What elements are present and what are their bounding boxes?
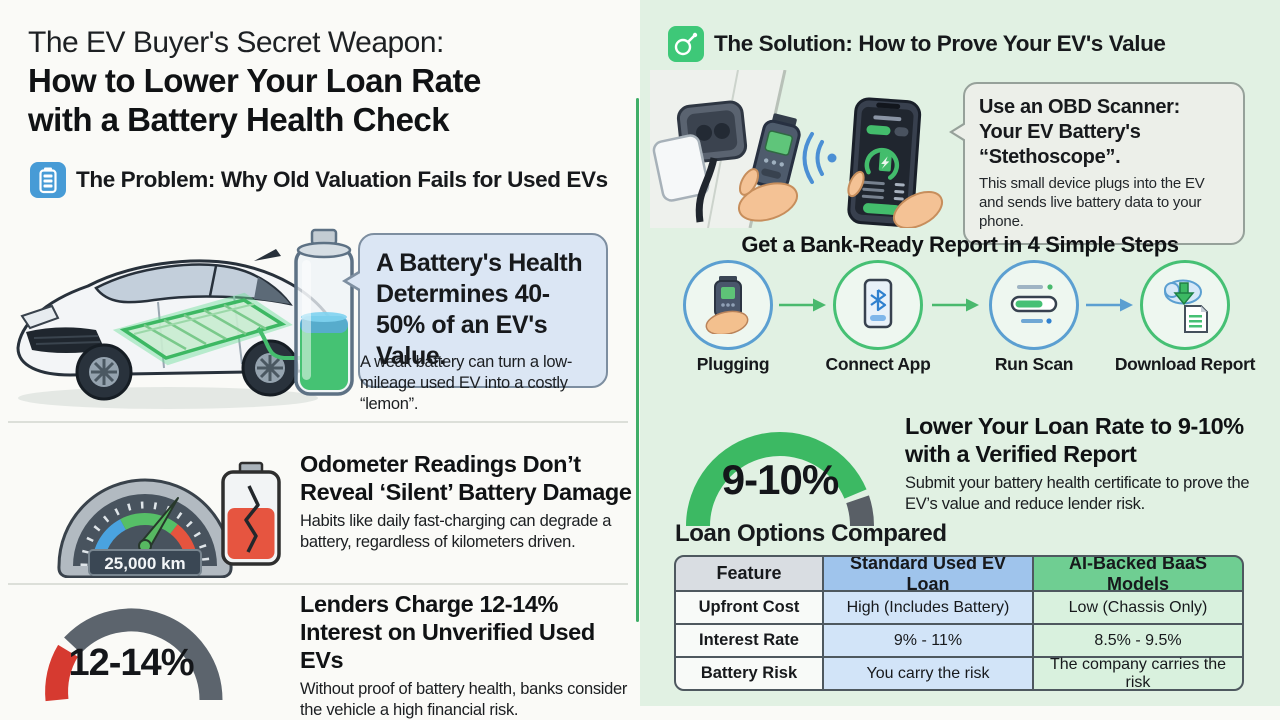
steps-heading: Get a Bank-Ready Report in 4 Simple Step… [741, 232, 1179, 257]
left-panel-problem: The EV Buyer's Secret Weapon: How to Low… [8, 24, 640, 720]
odometer-gauge: 25,000 km [57, 478, 233, 578]
download-report-icon [1164, 279, 1208, 333]
section-divider [8, 421, 628, 423]
table-cell: High (Includes Battery) [824, 592, 1032, 623]
obd-plug-icon [705, 276, 749, 334]
loan-body: Submit your battery health certificate t… [905, 474, 1250, 513]
arrow-right-icon [1086, 298, 1133, 312]
title-line-3: with a Battery Health Check [28, 101, 450, 138]
table-cell: You carry the risk [824, 658, 1032, 689]
problem-heading: The Problem: Why Old Valuation Fails for… [76, 167, 608, 192]
table-cell: Interest Rate [676, 625, 822, 656]
lemon-note: A weak battery can turn a low-mileage us… [360, 353, 573, 413]
step-label-connect-app: Connect App [825, 354, 931, 374]
interest-gauge-arc [45, 608, 223, 702]
comparison-heading: Loan Options Compared [675, 520, 947, 547]
interest-gauge-value: 12-14% [68, 642, 195, 684]
title-kicker: The EV Buyer's Secret Weapon: [28, 26, 444, 59]
arrow-right-icon [932, 298, 979, 312]
odometer-reading: 25,000 km [104, 554, 185, 573]
odometer-heading: Odometer Readings Don’t Reveal ‘Silent’ … [300, 451, 632, 505]
bluetooth-phone-icon [863, 278, 893, 329]
arrow-right-icon [779, 298, 826, 312]
problem-section-header: The Problem: Why Old Valuation Fails for… [30, 162, 608, 198]
step-label-plugging: Plugging [696, 354, 770, 374]
progress-bar-icon [1010, 284, 1058, 324]
interest-body: Without proof of battery health, banks c… [300, 680, 628, 719]
damaged-battery-icon [221, 461, 281, 566]
title-line-2: How to Lower Your Loan Rate [28, 62, 481, 99]
scanner-icon [668, 26, 704, 62]
step-label-run-scan: Run Scan [994, 354, 1074, 374]
loan-gauge-arc [686, 432, 875, 527]
obd-scan-illustration [650, 70, 944, 228]
table-cell: Low (Chassis Only) [1034, 592, 1242, 623]
page-title: The EV Buyer's Secret Weapon: How to Low… [28, 24, 608, 139]
battery-icon [30, 162, 66, 198]
loan-gauge-value: 9-10% [721, 456, 839, 503]
interest-heading: Lenders Charge 12-14% Interest on Unveri… [300, 591, 595, 673]
battery-value-text: A Battery's Health Determines 40-50% of … [376, 249, 583, 370]
loan-heading: Lower Your Loan Rate to 9-10% with a Ver… [905, 413, 1244, 467]
table-header-feature: Feature [676, 557, 822, 590]
table-cell: 9% - 11% [824, 625, 1032, 656]
odometer-text-block: Odometer Readings Don’t Reveal ‘Silent’ … [300, 450, 640, 553]
loan-rate-gauge: 9-10% [682, 412, 878, 537]
interest-rate-gauge: 12-14% [34, 590, 228, 709]
solution-section-header: The Solution: How to Prove Your EV's Val… [668, 26, 1166, 62]
step-circle-plugging [683, 260, 773, 350]
battery-value-callout: A Battery's Health Determines 40-50% of … [342, 233, 608, 388]
interest-text-block: Lenders Charge 12-14% Interest on Unveri… [300, 590, 640, 720]
step-circle-connect-app [833, 260, 923, 350]
table-cell: Upfront Cost [676, 592, 822, 623]
step-circle-run-scan [989, 260, 1079, 350]
table-header-baas: AI-Backed BaaS Models [1034, 557, 1242, 594]
table-cell: Battery Risk [676, 658, 822, 689]
green-divider [636, 98, 639, 622]
step-circle-download-report [1140, 260, 1230, 350]
obd-scanner-callout: Use an OBD Scanner: Your EV Battery's “S… [949, 82, 1245, 245]
solution-heading: The Solution: How to Prove Your EV's Val… [714, 31, 1166, 56]
odometer-body: Habits like daily fast-charging can degr… [300, 512, 612, 551]
obd-callout-heading: Use an OBD Scanner: Your EV Battery's “S… [979, 96, 1181, 168]
table-header-standard: Standard Used EV Loan [824, 557, 1032, 594]
ev-car-illustration [16, 228, 354, 409]
obd-callout-body: This small device plugs into the EV and … [979, 175, 1205, 230]
right-panel-solution: The Solution: How to Prove Your EV's Val… [640, 0, 1280, 706]
loan-text-block: Lower Your Loan Rate to 9-10% with a Ver… [905, 412, 1257, 515]
table-cell: The company carries the risk [1034, 656, 1242, 689]
section-divider [8, 583, 628, 585]
table-cell: 8.5% - 9.5% [1034, 625, 1242, 656]
step-label-download-report: Download Report [1114, 354, 1256, 374]
loan-comparison-table: Feature Standard Used EV Loan AI-Backed … [674, 555, 1244, 691]
